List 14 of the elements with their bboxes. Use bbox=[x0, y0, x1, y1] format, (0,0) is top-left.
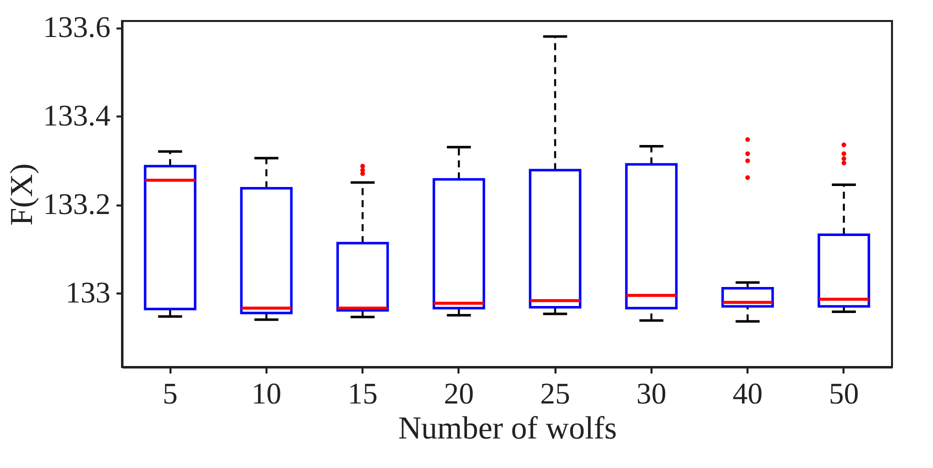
x-tick-label: 5 bbox=[162, 378, 178, 410]
x-axis-title: Number of wolfs bbox=[398, 410, 617, 446]
y-tick-label: 133 bbox=[66, 276, 110, 310]
y-tick-label: 133.4 bbox=[43, 100, 110, 133]
x-tick-label: 40 bbox=[732, 378, 763, 410]
x-tick-label: 20 bbox=[444, 378, 474, 410]
y-tick-label: 133.2 bbox=[43, 188, 110, 222]
x-tick-label: 30 bbox=[636, 378, 666, 410]
y-axis-title: F(X) bbox=[3, 163, 39, 226]
x-tick-label: 10 bbox=[251, 378, 282, 410]
x-tick-label: 15 bbox=[348, 378, 378, 410]
x-tick-label: 50 bbox=[828, 378, 859, 410]
y-tick-label: 133.6 bbox=[43, 11, 110, 44]
x-tick-label: 25 bbox=[540, 378, 570, 410]
